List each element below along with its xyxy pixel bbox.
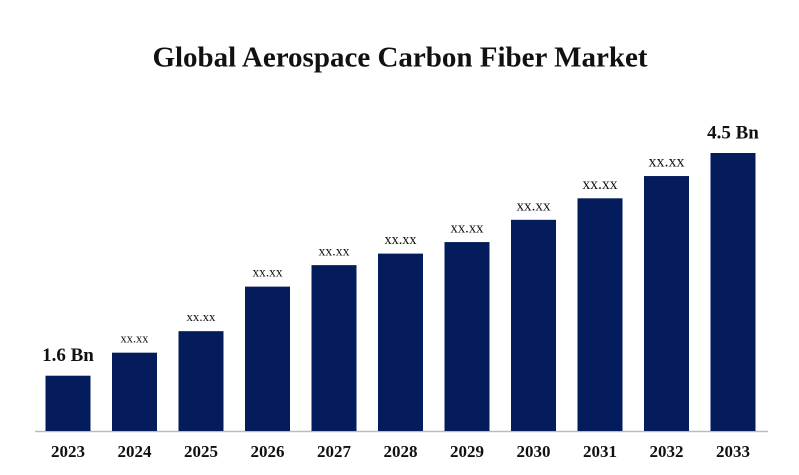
- x-tick-label: 2032: [650, 442, 684, 461]
- bar: [444, 242, 490, 431]
- x-tick-label: 2033: [716, 442, 750, 461]
- bar: [710, 152, 756, 432]
- bar: [178, 331, 224, 431]
- value-label: xx.xx: [121, 332, 150, 346]
- value-label: xx.xx: [582, 176, 617, 193]
- value-label: 1.6 Bn: [42, 345, 94, 366]
- value-label: xx.xx: [648, 154, 684, 171]
- x-tick-label: 2031: [583, 442, 617, 461]
- value-label: xx.xx: [318, 243, 349, 258]
- x-tick-label: 2029: [450, 442, 484, 461]
- x-tick-label: 2030: [517, 442, 551, 461]
- x-tick-label: 2024: [118, 442, 153, 461]
- bar: [378, 253, 423, 431]
- value-label: xx.xx: [252, 265, 282, 280]
- value-label: xx.xx: [450, 220, 484, 236]
- bar: [644, 176, 689, 431]
- value-label: xx.xx: [384, 232, 416, 248]
- bar: [577, 198, 623, 431]
- bar: [311, 265, 357, 431]
- x-tick-label: 2027: [317, 442, 352, 461]
- value-label: xx.xx: [516, 197, 550, 214]
- x-tick-label: 2026: [251, 442, 285, 461]
- x-tick-label: 2028: [384, 442, 418, 461]
- value-label: xx.xx: [186, 310, 216, 324]
- bar: [45, 375, 91, 431]
- bar: [245, 286, 290, 431]
- chart-title: Global Aerospace Carbon Fiber Market: [152, 42, 647, 74]
- bar: [511, 219, 556, 431]
- x-tick-label: 2023: [51, 442, 85, 461]
- x-tick-label: 2025: [184, 442, 218, 461]
- value-label: 4.5 Bn: [707, 122, 759, 143]
- bar: [112, 352, 157, 431]
